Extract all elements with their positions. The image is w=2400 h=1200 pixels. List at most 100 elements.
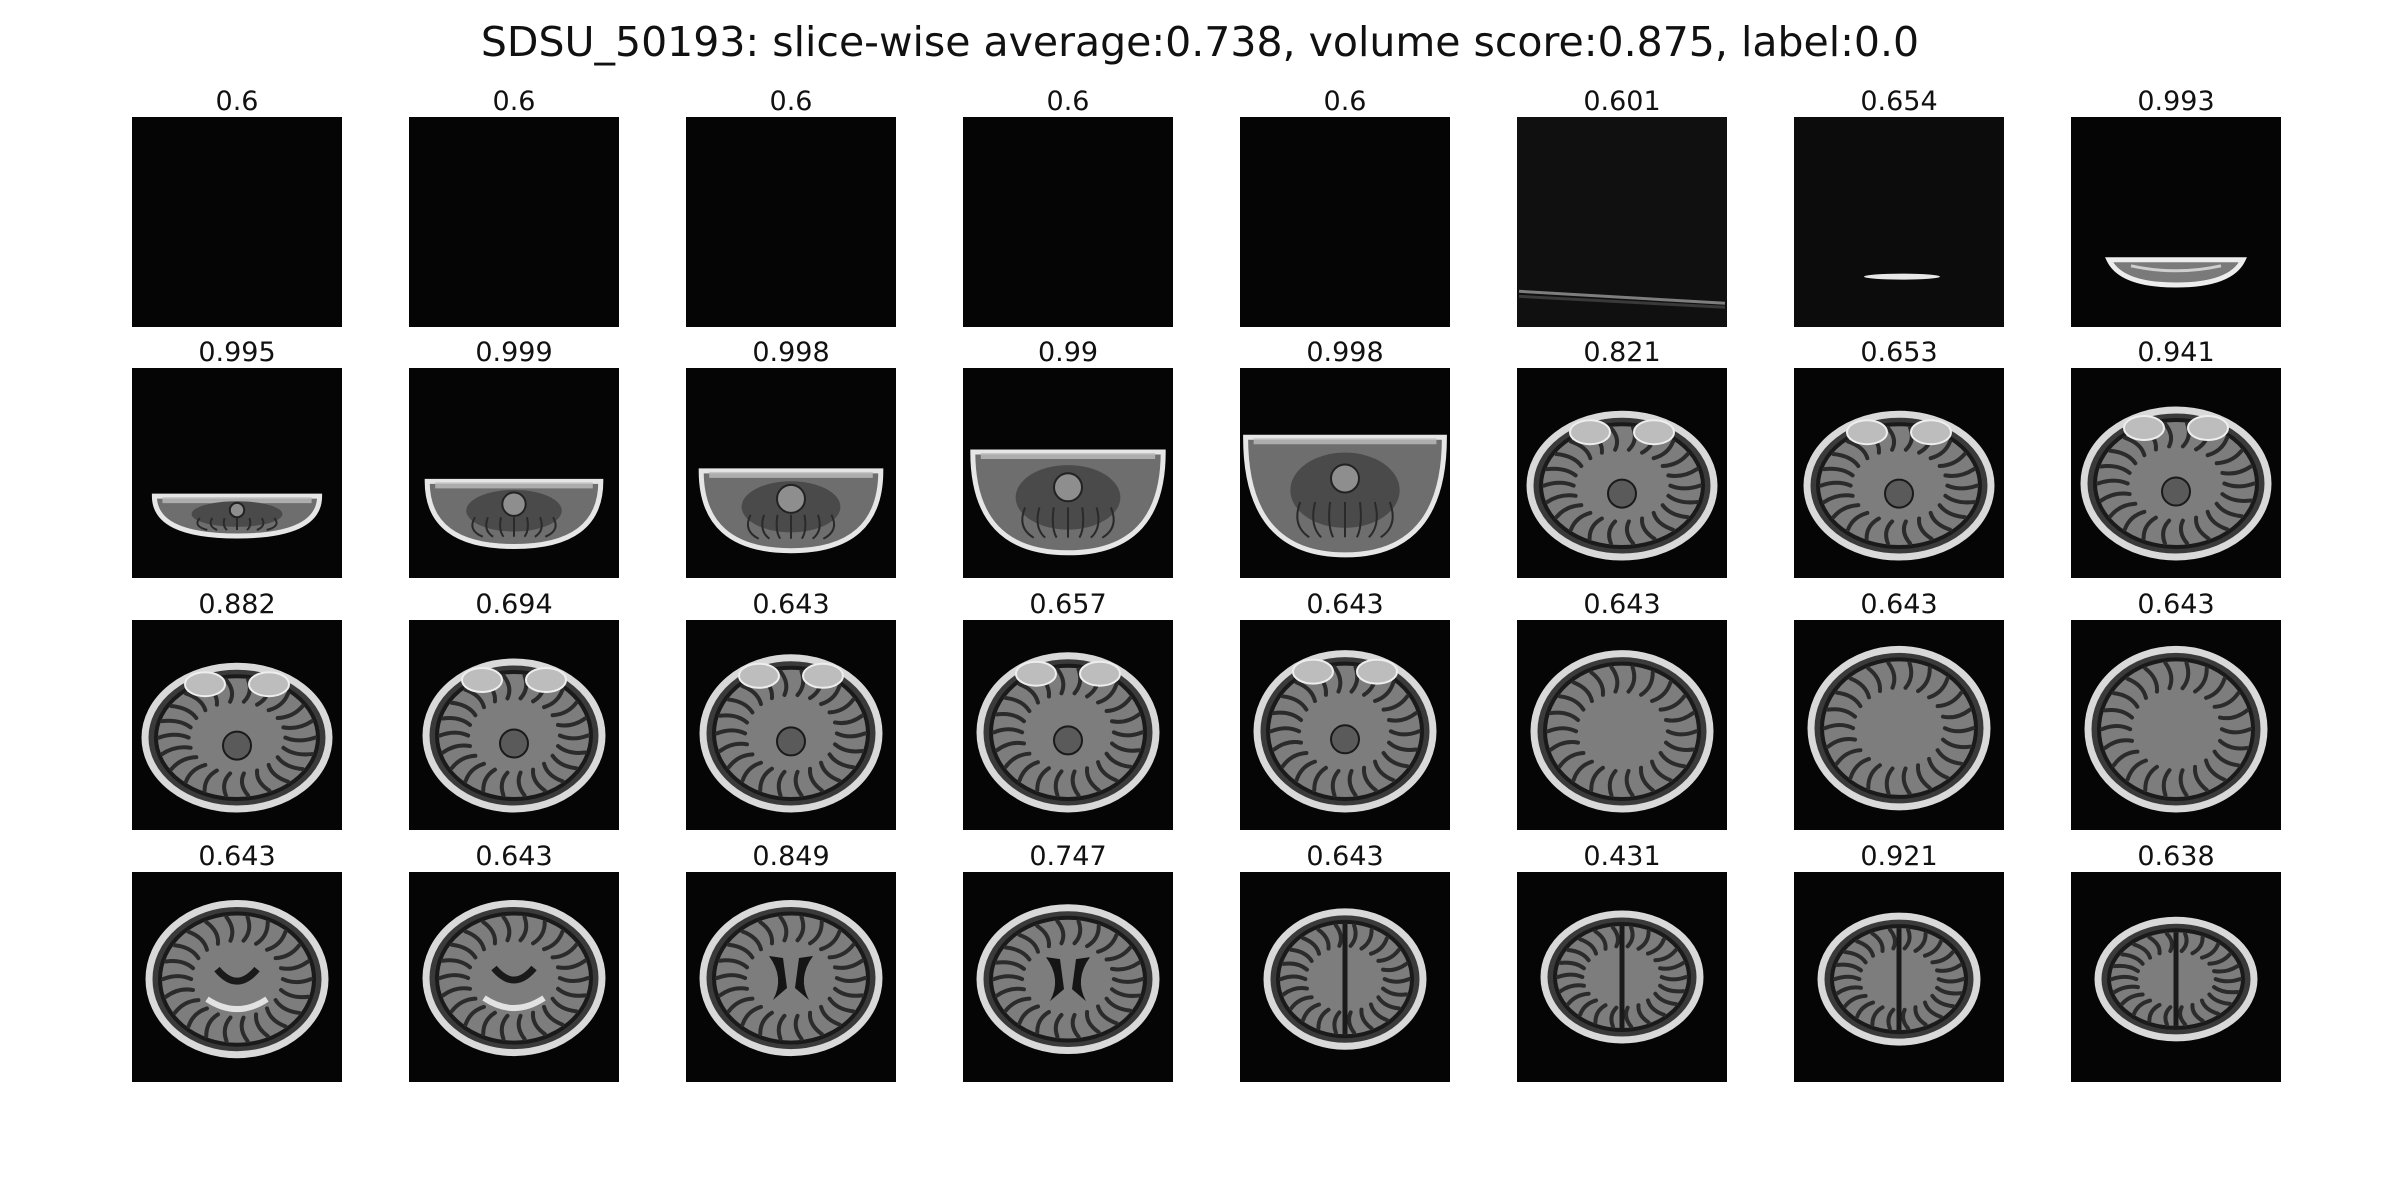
sulcus bbox=[1359, 927, 1374, 951]
sulcus bbox=[1942, 726, 1975, 734]
sulcus bbox=[994, 960, 1026, 971]
mri-slice-image bbox=[409, 368, 619, 578]
sulcus bbox=[1666, 493, 1699, 505]
sulcus bbox=[2194, 515, 2211, 541]
sulcus bbox=[1825, 737, 1857, 749]
sulcus bbox=[1645, 937, 1666, 956]
sulcus bbox=[1387, 711, 1419, 723]
orbit bbox=[1633, 419, 1675, 446]
sulcus bbox=[1578, 937, 1599, 956]
sulcus bbox=[163, 959, 195, 971]
midbrain bbox=[776, 726, 806, 757]
sulcus bbox=[1035, 766, 1051, 793]
sulcus bbox=[223, 677, 235, 704]
sulcus bbox=[2096, 478, 2130, 486]
sulcus bbox=[1855, 1000, 1876, 1019]
sulcus bbox=[1834, 748, 1863, 766]
sulcus bbox=[1280, 694, 1309, 712]
sulcus bbox=[1843, 950, 1868, 965]
sulcus bbox=[183, 762, 208, 784]
sulcus bbox=[463, 761, 486, 784]
slice-background bbox=[132, 368, 342, 578]
sulcus bbox=[531, 920, 547, 946]
sulcus bbox=[516, 770, 527, 798]
sulcus bbox=[1301, 936, 1322, 956]
sulcus bbox=[1111, 730, 1144, 738]
orbit bbox=[2187, 415, 2229, 441]
sulcus bbox=[265, 929, 288, 952]
sulcus bbox=[1381, 961, 1409, 973]
sulcus bbox=[2207, 952, 2232, 966]
mri-slice-image bbox=[963, 872, 1173, 1082]
sulcus bbox=[1864, 516, 1881, 541]
sulcus bbox=[1936, 977, 1965, 984]
sulcus bbox=[557, 733, 590, 741]
sulcus bbox=[1294, 759, 1317, 783]
sulcus bbox=[2193, 666, 2209, 694]
sulcus bbox=[1935, 985, 1963, 996]
sulcus bbox=[1271, 710, 1303, 722]
sulcus bbox=[2179, 931, 2189, 953]
sulcus bbox=[2143, 764, 2159, 792]
mri-slice-image bbox=[132, 117, 342, 327]
folia bbox=[1356, 501, 1362, 538]
sulcus bbox=[1922, 939, 1943, 958]
slice-score: 0.657 bbox=[1029, 589, 1107, 620]
sulcus bbox=[1845, 439, 1870, 461]
sulcus bbox=[1053, 769, 1064, 798]
sulcus bbox=[1937, 452, 1967, 469]
sulcus bbox=[1568, 510, 1593, 532]
sulcus bbox=[1833, 974, 1862, 982]
sulcus bbox=[1935, 963, 1963, 973]
sulcus bbox=[992, 974, 1025, 982]
mri-slice-image bbox=[1517, 368, 1727, 578]
slice-score: 0.643 bbox=[1306, 841, 1384, 872]
mri-slice-image bbox=[2071, 117, 2281, 327]
mri-slice-image bbox=[409, 620, 619, 830]
sulcus bbox=[1557, 750, 1586, 769]
sulcus bbox=[1866, 666, 1882, 694]
sulcus bbox=[1625, 925, 1635, 949]
sulcus bbox=[758, 1010, 774, 1037]
sulcus bbox=[183, 691, 208, 713]
sulcus bbox=[1639, 670, 1655, 697]
sulcus bbox=[1668, 483, 1702, 491]
sulcus bbox=[1884, 766, 1895, 796]
folia bbox=[811, 514, 821, 540]
sulcus bbox=[556, 986, 588, 998]
mri-slice-image bbox=[1240, 368, 1450, 578]
sulcus bbox=[266, 691, 291, 713]
sulcus bbox=[279, 988, 311, 1000]
sulcus bbox=[1870, 1005, 1885, 1027]
slice-score: 0.849 bbox=[752, 841, 830, 872]
sulcus bbox=[1558, 960, 1586, 971]
midbrain bbox=[222, 730, 252, 761]
sulcus bbox=[717, 958, 749, 970]
sulcus bbox=[2212, 691, 2241, 709]
sulcus bbox=[1626, 665, 1637, 694]
sulcus bbox=[283, 735, 317, 743]
sulcus bbox=[1568, 439, 1593, 461]
sulcus bbox=[2132, 998, 2153, 1016]
sulcus bbox=[1610, 925, 1620, 949]
slice-score: 0.998 bbox=[752, 337, 830, 368]
sulcus bbox=[1376, 947, 1401, 963]
sulcus bbox=[516, 1013, 527, 1041]
sulcus bbox=[1658, 694, 1687, 712]
sulcus bbox=[1368, 1002, 1389, 1023]
mri-slice-image bbox=[686, 117, 896, 327]
sulcus bbox=[1053, 1012, 1064, 1039]
sulcus bbox=[1593, 1003, 1608, 1025]
sulcus bbox=[1104, 996, 1133, 1013]
sulcus bbox=[1835, 985, 1863, 996]
slice-score: 0.941 bbox=[2137, 337, 2215, 368]
sulcus bbox=[2190, 935, 2205, 956]
sulcus bbox=[1870, 931, 1885, 953]
sulcus bbox=[1941, 737, 1973, 750]
folia bbox=[1368, 501, 1378, 538]
sulcus bbox=[239, 771, 251, 798]
slice-score: 0.6 bbox=[1046, 86, 1090, 117]
sulcus bbox=[1271, 739, 1303, 752]
sulcus bbox=[2099, 464, 2132, 475]
slice-score: 0.6 bbox=[215, 86, 259, 117]
